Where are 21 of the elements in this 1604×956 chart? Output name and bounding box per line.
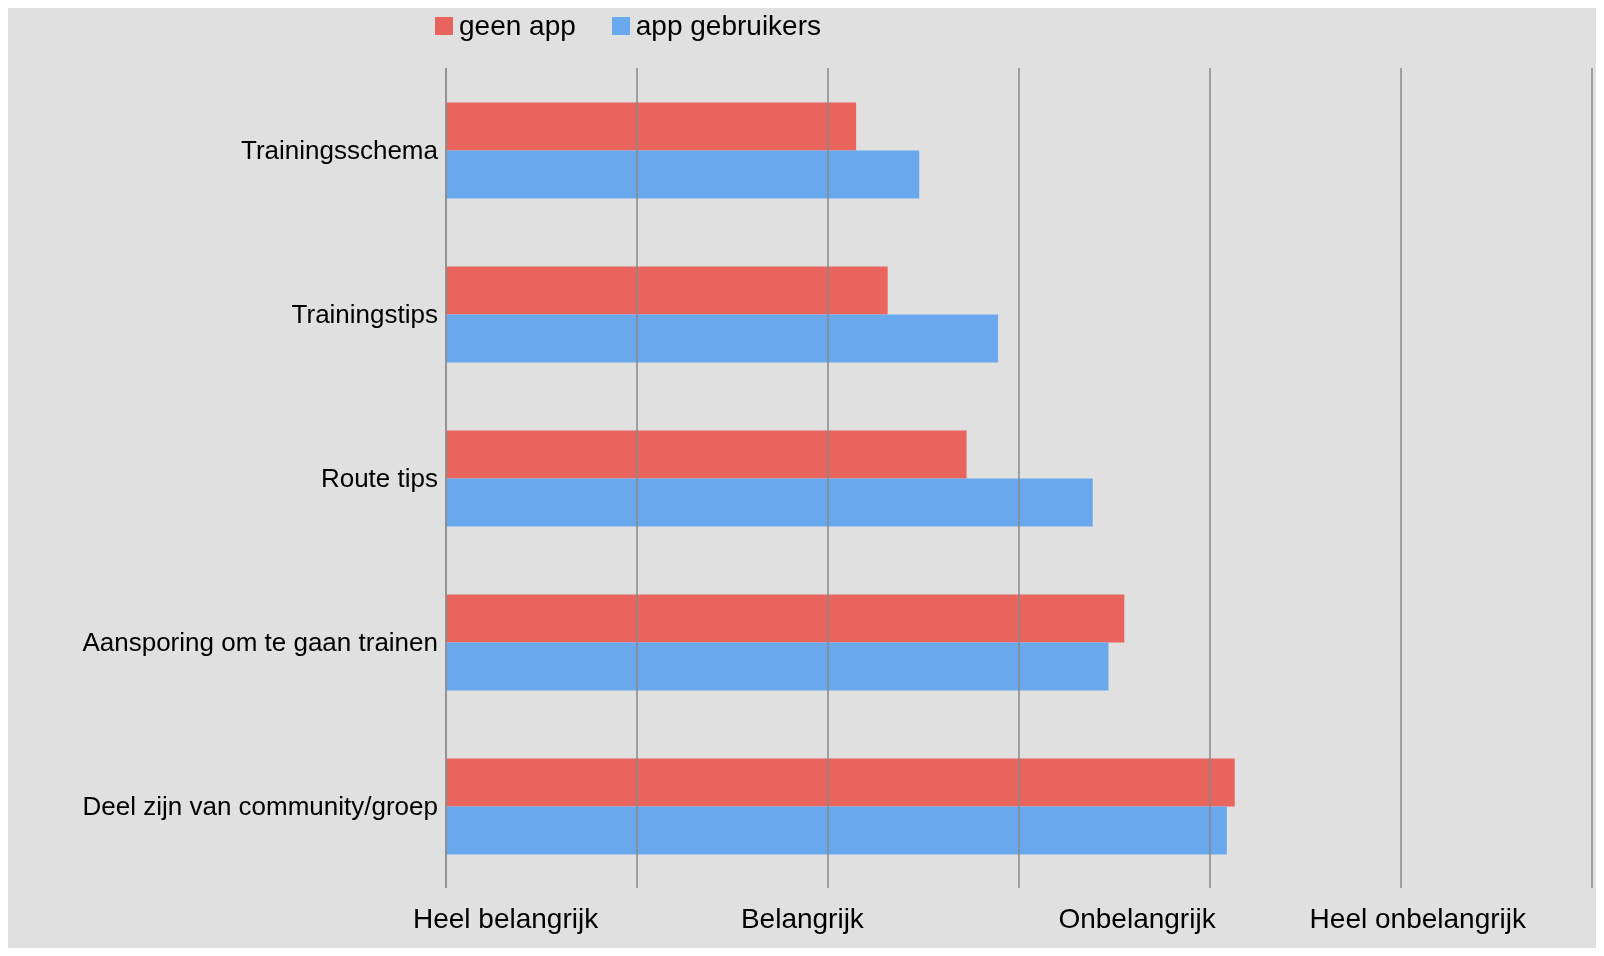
bar bbox=[446, 102, 857, 151]
text: Heel belangrijk bbox=[412, 903, 599, 935]
y-tick-label: Trainingsschema bbox=[240, 135, 439, 166]
legend-label: app gebruikers bbox=[634, 10, 822, 42]
y-tick-label: Trainingstips bbox=[291, 299, 438, 330]
bar bbox=[446, 478, 1093, 527]
text: Belangrijk bbox=[740, 903, 864, 935]
bar bbox=[446, 594, 1125, 643]
bar bbox=[446, 430, 967, 479]
text: Onbelangrijk bbox=[1058, 903, 1216, 935]
bar bbox=[446, 642, 1109, 691]
text: Heel onbelangrijk bbox=[1309, 903, 1526, 935]
y-tick-label: Route tips bbox=[320, 463, 438, 494]
bar bbox=[446, 150, 920, 199]
y-tick-label: Aansporing om te gaan trainen bbox=[82, 627, 438, 658]
bar bbox=[446, 314, 999, 363]
bar bbox=[446, 266, 888, 315]
legend-label: geen app bbox=[458, 10, 576, 42]
bar bbox=[446, 758, 1235, 807]
y-tick-label: Deel zijn van community/groep bbox=[82, 791, 438, 822]
bar bbox=[446, 806, 1227, 855]
